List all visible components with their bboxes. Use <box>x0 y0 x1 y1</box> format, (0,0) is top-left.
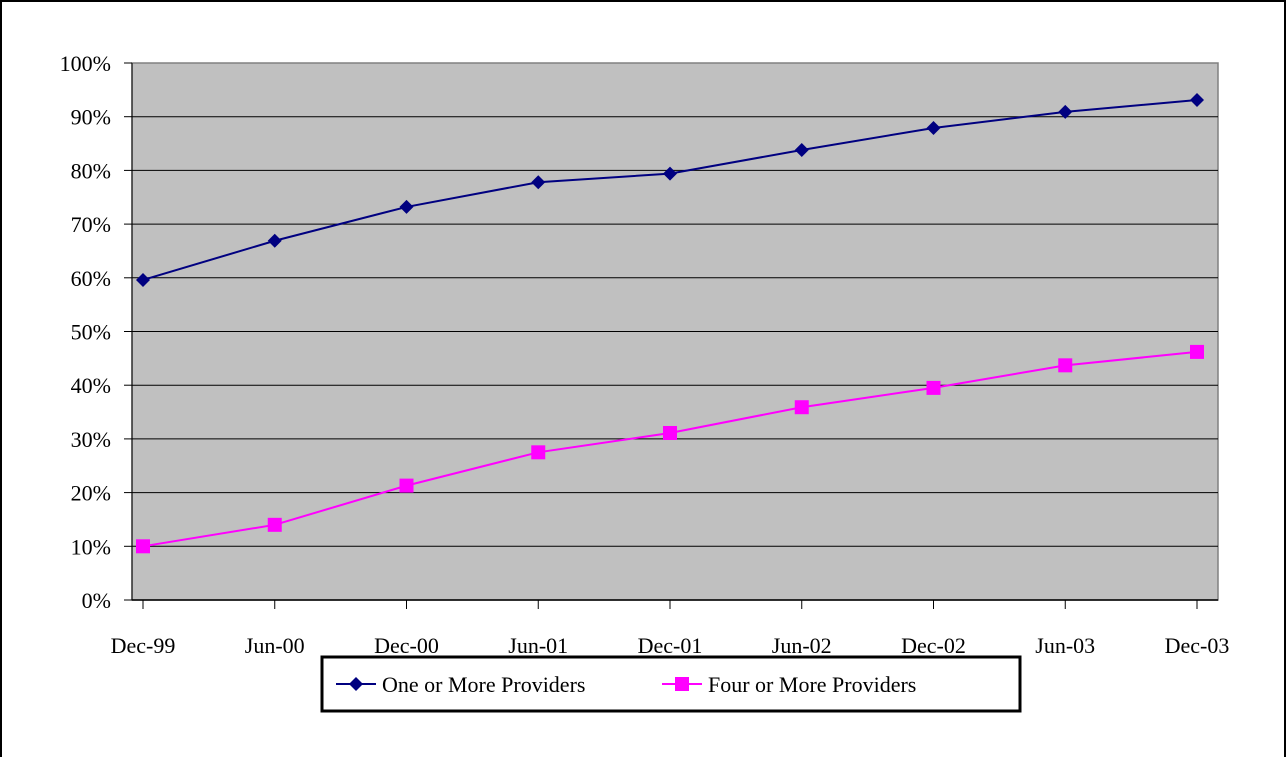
legend-label-four-or-more: Four or More Providers <box>708 672 916 697</box>
legend: One or More Providers Four or More Provi… <box>320 655 1022 713</box>
x-tick-label: Dec-02 <box>901 633 966 658</box>
axes <box>131 63 1218 609</box>
legend-label-one-or-more: One or More Providers <box>382 672 585 697</box>
data-point-diamond <box>926 120 941 135</box>
data-point-diamond <box>136 272 150 287</box>
data-point-diamond <box>399 199 414 214</box>
y-tick-label: 70% <box>71 212 111 237</box>
data-point-square <box>1190 344 1204 359</box>
legend-diamond-marker-icon <box>349 677 363 691</box>
data-point-square <box>136 539 150 554</box>
data-point-diamond <box>794 142 809 157</box>
x-tick-label: Dec-01 <box>638 633 703 658</box>
y-tick-label: 90% <box>71 105 111 130</box>
data-point-diamond <box>531 175 546 190</box>
x-tick-label: Jun-01 <box>508 633 568 658</box>
data-point-diamond <box>267 233 282 248</box>
y-tick-label: 40% <box>71 373 111 398</box>
y-tick-label: 100% <box>60 51 111 76</box>
y-tick-label: 20% <box>71 481 111 506</box>
data-point-square <box>531 445 546 460</box>
x-tick-label: Dec-99 <box>111 633 176 658</box>
y-tick-label: 0% <box>82 588 111 613</box>
x-tick-label: Jun-00 <box>245 633 305 658</box>
gridlines <box>124 62 1218 601</box>
y-axis-tick-labels: 0% 10% 20% 30% 40% 50% 60% 70% 80% 90% 100% <box>60 51 111 613</box>
x-tick-label: Dec-00 <box>374 633 439 658</box>
x-tick-label: Jun-03 <box>1035 633 1095 658</box>
y-tick-label: 10% <box>71 534 111 559</box>
series-lines <box>136 93 1204 554</box>
data-point-square <box>794 400 809 415</box>
data-point-square <box>399 478 414 493</box>
legend-square-marker-icon <box>675 677 689 691</box>
y-tick-label: 80% <box>71 158 111 183</box>
data-point-diamond <box>1058 104 1073 119</box>
x-tick-label: Dec-03 <box>1165 633 1230 658</box>
y-tick-label: 30% <box>71 427 111 452</box>
data-point-square <box>926 380 941 395</box>
data-point-diamond <box>1190 93 1204 108</box>
x-tick-label: Jun-02 <box>772 633 832 658</box>
x-axis-tick-labels: Dec-99 Jun-00 Dec-00 Jun-01 Dec-01 Jun-02 Dec-… <box>111 633 1230 658</box>
data-point-square <box>267 517 282 532</box>
y-tick-label: 50% <box>71 320 111 345</box>
data-point-square <box>1058 358 1073 373</box>
y-tick-label: 60% <box>71 266 111 291</box>
data-point-diamond <box>663 166 677 181</box>
data-point-square <box>663 425 677 440</box>
